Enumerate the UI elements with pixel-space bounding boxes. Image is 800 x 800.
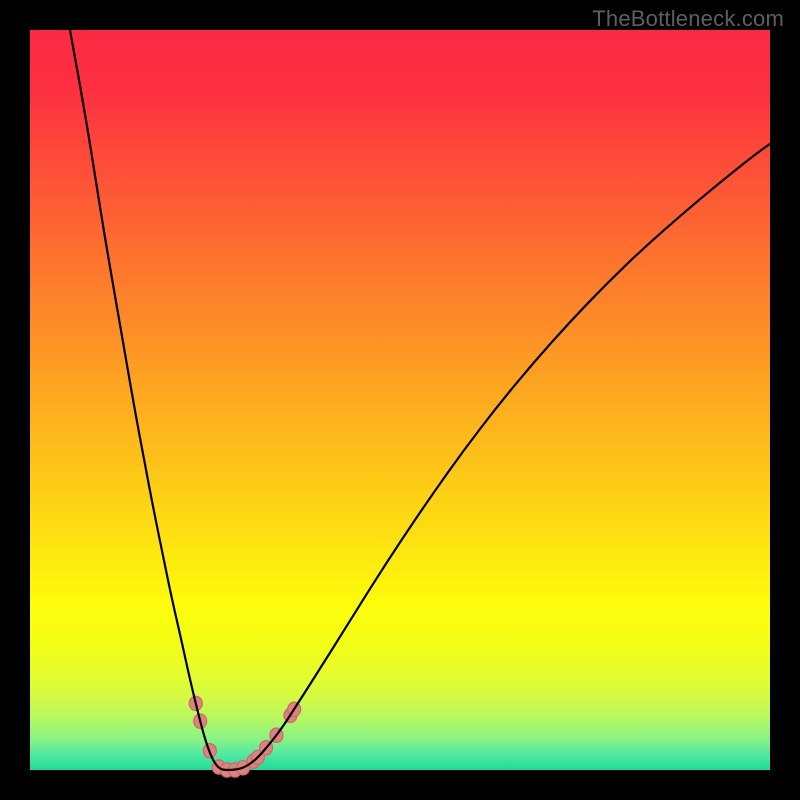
- chart-svg: [0, 0, 800, 800]
- gradient-background: [30, 30, 770, 770]
- attribution-label: TheBottleneck.com: [592, 6, 784, 32]
- bottleneck-chart: TheBottleneck.com: [0, 0, 800, 800]
